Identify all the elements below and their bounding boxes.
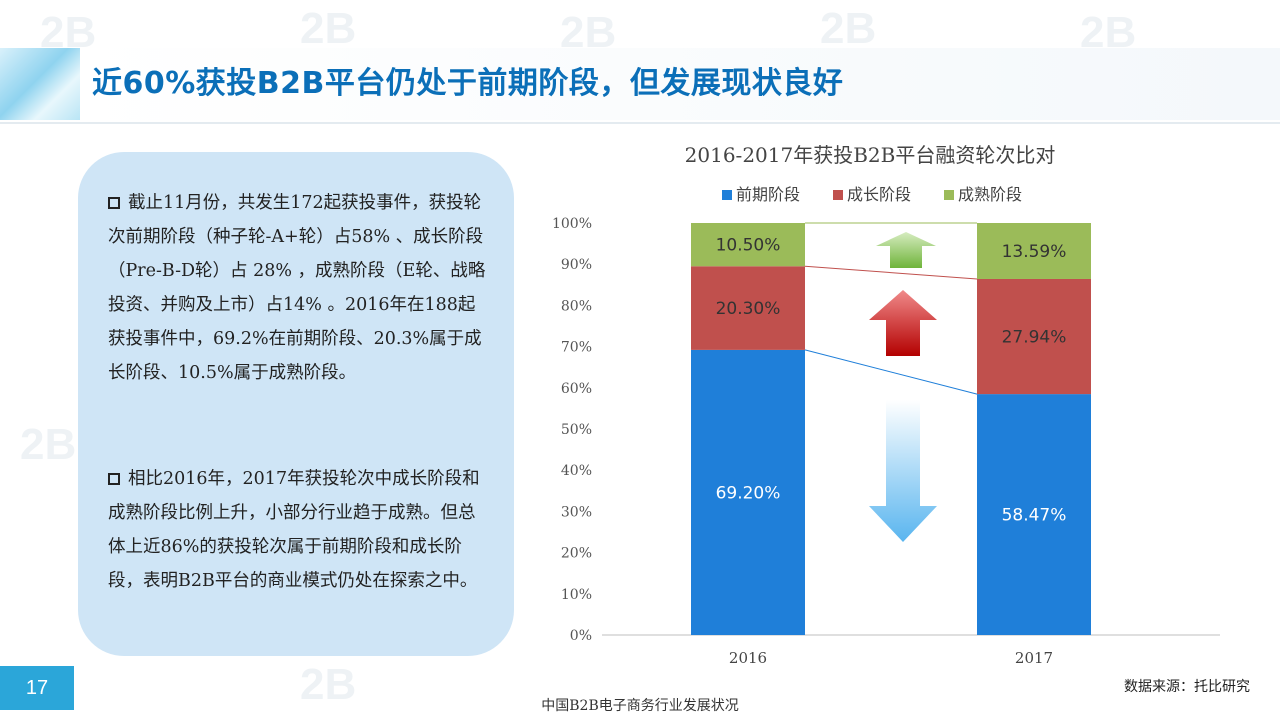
up-arrow-green-icon: [876, 232, 936, 268]
legend-label: 成熟阶段: [958, 185, 1022, 204]
watermark: 2B: [20, 420, 77, 469]
series-connector-line: [804, 265, 978, 280]
paragraph-2-text: 相比2016年，2017年获投轮次中成长阶段和成熟阶段比例上升，小部分行业趋于成…: [108, 469, 480, 591]
page-number: 17: [0, 666, 74, 710]
data-label: 58.47%: [1002, 506, 1067, 526]
y-tick-label: 40%: [561, 463, 592, 479]
bar-segment: [691, 349, 805, 635]
y-tick-label: 100%: [552, 216, 592, 232]
y-tick-label: 80%: [561, 298, 592, 314]
chart-title: 2016-2017年获投B2B平台融资轮次比对: [685, 143, 1056, 167]
x-tick-label: 2016: [729, 649, 767, 667]
paragraph-1: 截止11月份，共发生172起获投事件，获投轮次前期阶段（种子轮-A+轮）占58%…: [108, 186, 492, 390]
y-tick-label: 60%: [561, 381, 592, 397]
bar-segment: [691, 266, 805, 350]
y-tick-label: 20%: [561, 546, 592, 562]
header-divider: [0, 122, 1280, 124]
legend-swatch: [833, 190, 843, 200]
text-panel: [78, 152, 514, 656]
paragraph-1-text: 截止11月份，共发生172起获投事件，获投轮次前期阶段（种子轮-A+轮）占58%…: [108, 193, 486, 383]
legend-label: 前期阶段: [736, 185, 800, 204]
series-connector-line: [804, 349, 978, 395]
page-title: 近60%获投B2B平台仍处于前期阶段，但发展现状良好: [92, 66, 844, 101]
chart-legend: 前期阶段 成长阶段 成熟阶段: [722, 185, 1022, 204]
y-tick-label: 50%: [561, 422, 592, 438]
header-band: [80, 48, 1280, 120]
header-decoration: [0, 48, 80, 120]
stacked-bar-chart: 2016-2017年获投B2B平台融资轮次比对 前期阶段 成长阶段 成熟阶段 0% 1…: [552, 143, 1220, 667]
legend-swatch: [944, 190, 954, 200]
data-label: 10.50%: [716, 236, 781, 256]
checkbox-bullet-icon: [108, 473, 120, 485]
x-tick-label: 2017: [1015, 649, 1053, 667]
data-label: 27.94%: [1002, 328, 1067, 348]
legend-label: 成长阶段: [847, 185, 911, 204]
legend-swatch: [722, 190, 732, 200]
data-label: 13.59%: [1002, 242, 1067, 262]
y-tick-label: 30%: [561, 504, 592, 520]
down-arrow-blue-icon: [869, 400, 937, 542]
data-label: 69.20%: [716, 483, 781, 503]
bar-segment: [977, 394, 1091, 635]
bar-segment: [977, 223, 1091, 279]
bars: 69.20% 20.30% 10.50% 2016 58.47% 27.94% 13.59%…: [691, 222, 1091, 667]
y-tick-label: 90%: [561, 257, 592, 273]
paragraph-2: 相比2016年，2017年获投轮次中成长阶段和成熟阶段比例上升，小部分行业趋于成…: [108, 462, 492, 598]
checkbox-bullet-icon: [108, 197, 120, 209]
bar-segment: [691, 223, 805, 267]
y-axis: 0% 10% 20% 30% 40% 50% 60% 70% 80% 90% 100%: [552, 216, 1220, 644]
watermark: 2B: [820, 4, 877, 53]
watermark: 2B: [300, 4, 357, 53]
up-arrow-red-icon: [869, 290, 937, 356]
footer-caption: 中国B2B电子商务行业发展状况: [541, 698, 739, 714]
y-tick-label: 10%: [561, 587, 592, 603]
y-tick-label: 0%: [570, 628, 592, 644]
bar-segment: [977, 278, 1091, 395]
trend-arrows: [869, 232, 937, 542]
data-label: 20.30%: [716, 299, 781, 319]
data-source: 数据来源：托比研究: [1124, 679, 1250, 695]
y-tick-label: 70%: [561, 340, 592, 356]
